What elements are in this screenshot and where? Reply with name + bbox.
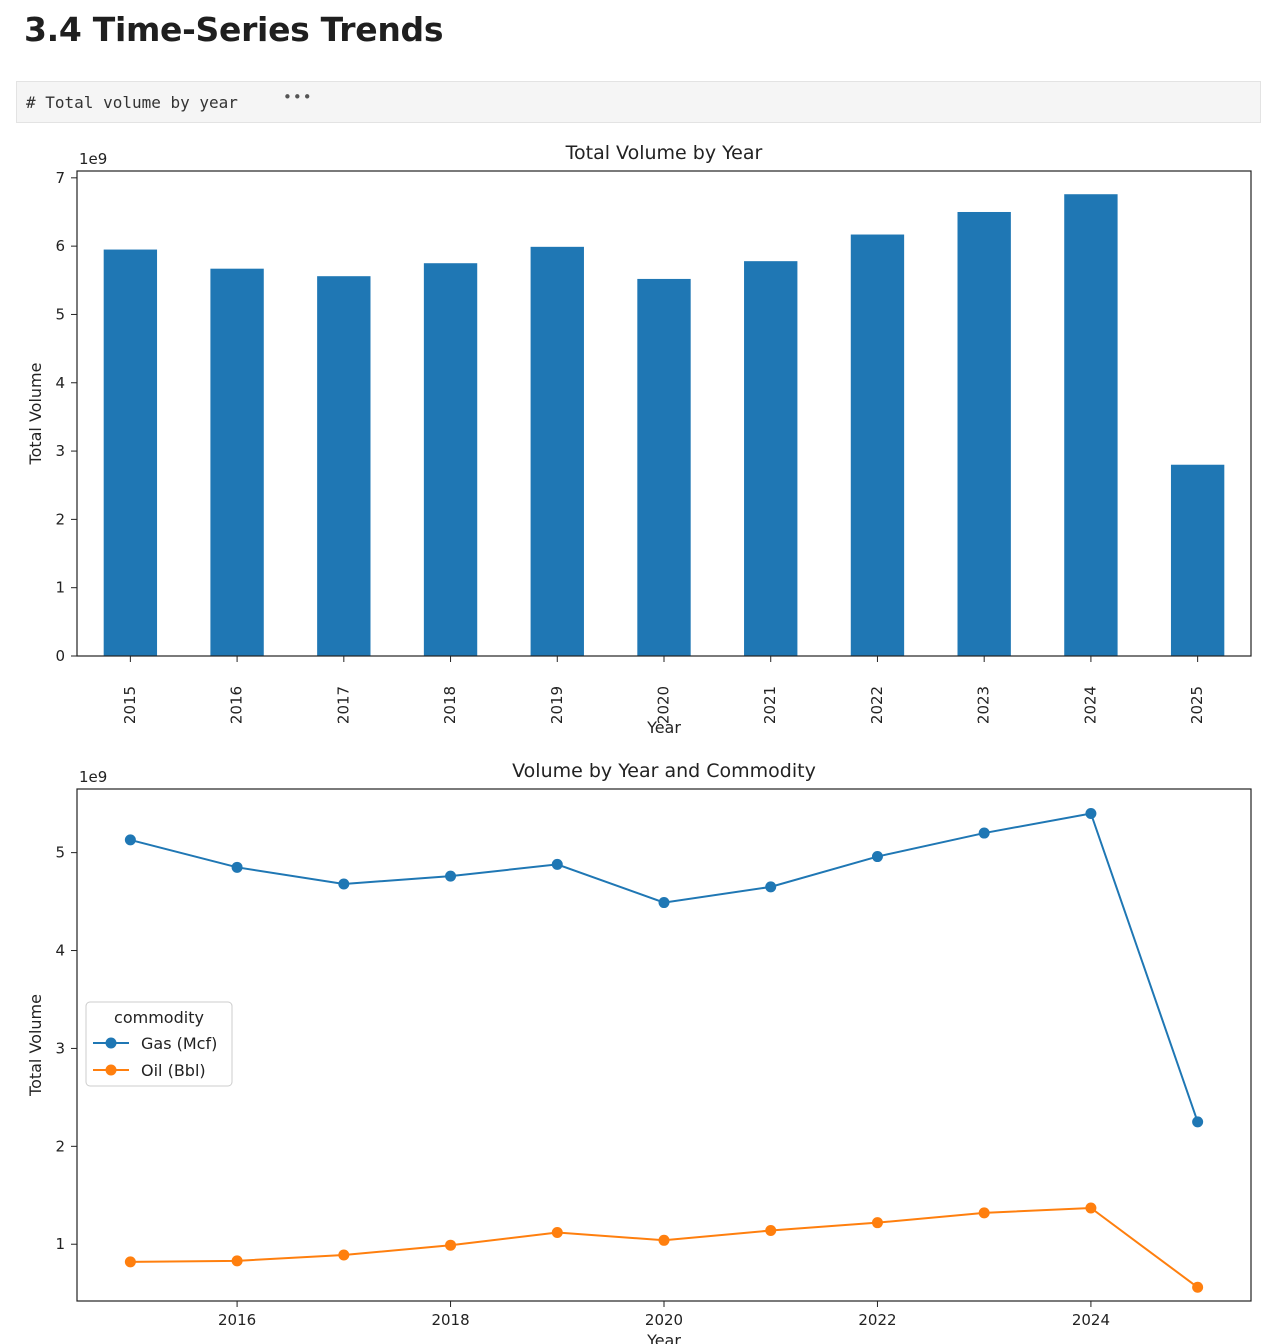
y-tick-label: 3: [55, 1039, 65, 1057]
y-tick-label: 0: [55, 647, 65, 665]
bar-2018: [423, 263, 478, 656]
plot-frame: [76, 170, 1252, 657]
data-point-gas-2022: [871, 851, 883, 863]
series-line-gas: [130, 812, 1199, 1123]
bar-2020: [637, 278, 691, 656]
y-offset-label: 1e9: [79, 150, 107, 168]
bar-2022: [850, 234, 905, 656]
legend-marker-gas: [105, 1037, 117, 1049]
x-tick-label: 2024: [1081, 686, 1099, 724]
data-point-gas-2020: [658, 897, 670, 909]
bar-2024: [1064, 194, 1118, 657]
line-chart-volume-by-commodity: Volume by Year and Commodity 1e9 2016 2018 2…: [26, 760, 1252, 1344]
y-tick-label: 3: [55, 442, 65, 460]
legend-title: commodity: [114, 1008, 204, 1027]
y-tick-label: 4: [55, 942, 65, 960]
data-point-gas-2018: [445, 870, 457, 882]
x-tick-label: 2018: [441, 686, 459, 724]
x-tick-label: 2023: [975, 686, 993, 724]
y-tick-label: 5: [55, 305, 65, 323]
code-cell-comment: # Total volume by year: [26, 93, 238, 112]
collapsed-code-cell[interactable]: # Total volume by year •••: [16, 81, 1261, 123]
data-point-gas-2016: [231, 861, 243, 873]
x-tick-label: 2020: [645, 1311, 683, 1329]
legend: commodity Gas (Mcf) Oil (Bbl): [85, 1001, 233, 1087]
chart-title: Total Volume by Year: [565, 142, 763, 164]
data-point-oil-2017: [338, 1249, 350, 1261]
data-point-gas-2025: [1192, 1116, 1204, 1128]
x-axis-label: Year: [646, 718, 681, 737]
x-tick-label: 2020: [655, 686, 673, 724]
x-tick-label: 2015: [121, 686, 139, 724]
legend-marker-oil: [105, 1064, 117, 1076]
series-line-oil: [130, 1206, 1199, 1289]
y-tick-label: 6: [55, 237, 65, 255]
legend-label-oil: Oil (Bbl): [141, 1061, 206, 1080]
y-tick-label: 7: [55, 169, 65, 187]
bar-2021: [744, 261, 798, 656]
data-point-oil-2024: [1085, 1202, 1097, 1214]
y-offset-label: 1e9: [79, 768, 107, 786]
x-tick-label: 2018: [431, 1311, 469, 1329]
y-tick-label: 2: [55, 1137, 65, 1155]
y-axis-label: Total Volume: [26, 994, 45, 1097]
legend-box: [85, 1001, 233, 1087]
bar-2023: [957, 211, 1011, 657]
data-point-gas-2015: [124, 834, 136, 846]
bar-2017: [317, 276, 371, 656]
bar-2016: [210, 268, 264, 656]
x-axis-label: Year: [646, 1331, 681, 1344]
x-tick-label: 2022: [868, 686, 886, 724]
y-axis-label: Total Volume: [26, 363, 45, 466]
x-tick-label: 2017: [334, 686, 352, 724]
plot-frame: [76, 788, 1252, 1302]
data-point-oil-2018: [445, 1239, 457, 1251]
x-tick-label: 2021: [761, 686, 779, 724]
x-tick-label: 2024: [1072, 1311, 1110, 1329]
data-point-oil-2023: [978, 1207, 990, 1219]
y-tick-label: 5: [55, 844, 65, 862]
chart-title: Volume by Year and Commodity: [512, 760, 816, 782]
data-point-oil-2016: [231, 1255, 243, 1267]
data-point-gas-2019: [551, 858, 563, 870]
bar-2015: [103, 249, 158, 656]
bar-2025: [1170, 464, 1225, 656]
y-tick-label: 1: [55, 1235, 65, 1253]
expand-code-ellipsis-icon[interactable]: •••: [283, 88, 313, 106]
data-point-oil-2022: [871, 1217, 883, 1229]
x-tick-label: 2016: [228, 686, 246, 724]
y-tick-label: 2: [55, 510, 65, 528]
section-heading: 3.4 Time-Series Trends: [24, 10, 444, 49]
y-tick-label: 1: [55, 579, 65, 597]
data-point-gas-2023: [978, 827, 990, 839]
data-point-gas-2017: [338, 878, 350, 890]
legend-label-gas: Gas (Mcf): [141, 1034, 217, 1053]
data-point-gas-2021: [765, 881, 777, 893]
data-point-oil-2025: [1192, 1281, 1204, 1293]
data-point-oil-2021: [765, 1225, 777, 1237]
x-tick-label: 2022: [858, 1311, 896, 1329]
data-point-oil-2015: [124, 1256, 136, 1268]
x-tick-label: 2016: [218, 1311, 256, 1329]
bar-2019: [530, 246, 584, 656]
x-tick-label: 2019: [548, 686, 566, 724]
data-point-gas-2024: [1085, 807, 1097, 819]
data-point-oil-2020: [658, 1234, 670, 1246]
x-tick-label: 2025: [1188, 686, 1206, 724]
y-tick-label: 4: [55, 374, 65, 392]
data-point-oil-2019: [551, 1226, 563, 1238]
